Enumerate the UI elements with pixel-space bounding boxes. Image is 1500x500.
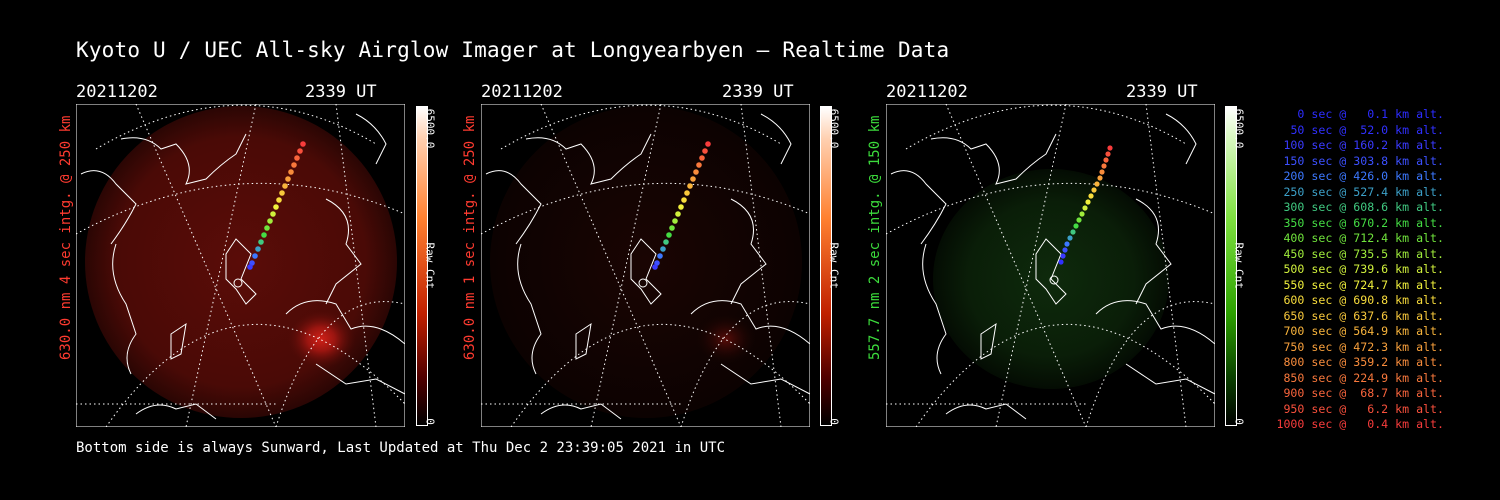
panel-3-allsky-image [886, 104, 1215, 427]
panel-3-time: 2339 UT [1126, 82, 1198, 102]
legend-row: 400 sec @ 712.4 km alt. [1283, 231, 1444, 245]
panel-2-colorbar [820, 106, 832, 426]
legend-row: 50 sec @ 52.0 km alt. [1290, 122, 1444, 137]
panel-2-cbar-zero: 0 [827, 418, 841, 425]
panel-3-ylabel: 557.7 nm 2 sec intg. @ 150 km [867, 115, 883, 360]
legend-row: 600 sec @ 690.8 km alt. [1283, 293, 1444, 307]
legend-row: 100 sec @ 160.2 km alt. [1283, 138, 1444, 152]
panel-2-cbar-max: 6500.0 [827, 108, 841, 149]
panel-2-date: 20211202 [481, 82, 563, 102]
legend-row: 450 sec @ 735.5 km alt. [1283, 246, 1444, 261]
panel-3-cbar-max: 6500.0 [1232, 108, 1246, 149]
legend-row: 300 sec @ 608.6 km alt. [1283, 200, 1444, 214]
panel-1-time: 2339 UT [305, 82, 377, 102]
legend-row: 250 sec @ 527.4 km alt. [1283, 184, 1444, 199]
panel-2-cbar-unit: Raw Cnt [827, 242, 841, 289]
panel-1-ylabel: 630.0 nm 4 sec intg. @ 250 km [58, 115, 74, 360]
panel-2-allsky-image [481, 104, 810, 427]
legend-row: 850 sec @ 224.9 km alt. [1283, 370, 1444, 385]
legend-row: 0 sec @ 0.1 km alt. [1297, 107, 1444, 121]
legend-row: 750 sec @ 472.3 km alt. [1283, 339, 1444, 354]
panel-3-cbar-zero: 0 [1232, 418, 1246, 425]
panel-2-ylabel: 630.0 nm 1 sec intg. @ 250 km [462, 115, 478, 360]
legend-row: 650 sec @ 637.6 km alt. [1283, 308, 1444, 323]
panel-3-cbar-unit: Raw Cnt [1232, 242, 1246, 289]
legend-row: 700 sec @ 564.9 km alt. [1283, 324, 1444, 338]
legend-row: 550 sec @ 724.7 km alt. [1283, 277, 1444, 292]
legend-row: 200 sec @ 426.0 km alt. [1283, 169, 1444, 183]
panel-1-cbar-zero: 0 [423, 418, 437, 425]
legend-row: 350 sec @ 670.2 km alt. [1283, 215, 1444, 230]
panel-2-time: 2339 UT [722, 82, 794, 102]
legend-row: 800 sec @ 359.2 km alt. [1283, 355, 1444, 369]
footer-update-note: Bottom side is always Sunward, Last Upda… [76, 440, 726, 456]
panel-1-colorbar [416, 106, 428, 426]
legend-row: 900 sec @ 68.7 km alt. [1283, 386, 1444, 400]
legend-row: 150 sec @ 303.8 km alt. [1283, 153, 1444, 168]
page-title: Kyoto U / UEC All-sky Airglow Imager at … [76, 38, 950, 62]
panel-1-cbar-unit: Raw Cnt [423, 242, 437, 289]
legend-row: 500 sec @ 739.6 km alt. [1283, 262, 1444, 276]
panel-3-date: 20211202 [886, 82, 968, 102]
panel-3-colorbar [1225, 106, 1237, 426]
panel-1-date: 20211202 [76, 82, 158, 102]
panel-1-cbar-max: 6500.0 [423, 108, 437, 149]
legend-row: 1000 sec @ 0.4 km alt. [1276, 417, 1444, 431]
panel-1-allsky-image [76, 104, 405, 427]
legend-row: 950 sec @ 6.2 km alt. [1283, 401, 1444, 416]
trajectory-legend: 0 sec @ 0.1 km alt. 50 sec @ 52.0 km alt.… [1250, 107, 1444, 433]
